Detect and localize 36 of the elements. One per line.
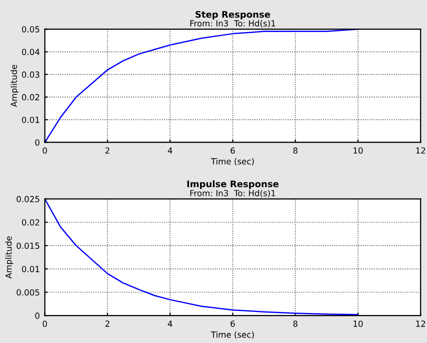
x-tick-label: 2 [105, 147, 110, 154]
y-tick-label: 0.015 [16, 242, 40, 249]
y-tick-label: 0.02 [22, 219, 40, 226]
x-tick-label: 0 [42, 147, 47, 154]
x-tick-label: 2 [105, 320, 110, 327]
y-axis-title: Amplitude [10, 64, 19, 108]
y-tick-label: 0.02 [22, 94, 40, 100]
x-axis-title: Time (sec) [210, 331, 254, 339]
y-tick-label: 0.005 [16, 289, 40, 296]
x-tick-label: 10 [354, 320, 363, 327]
y-tick-label: 0 [35, 312, 40, 319]
x-tick-label: 6 [230, 147, 235, 154]
y-tick-label: 0.01 [22, 266, 40, 272]
x-axis-title: Time (sec) [210, 158, 254, 166]
y-tick-label: 0.05 [22, 26, 40, 32]
chart-subtitle: From: In3 To: Hd(s)1 [190, 20, 276, 28]
x-tick-label: 10 [354, 147, 363, 154]
x-tick-label: 8 [293, 320, 298, 327]
chart-title: Impulse Response [187, 180, 278, 190]
chart-subtitle: From: In3 To: Hd(s)1 [190, 190, 276, 198]
y-tick-label: 0.03 [22, 71, 40, 78]
y-tick-label: 0.025 [16, 196, 40, 202]
x-tick-label: 12 [416, 320, 426, 327]
chart-title: Step Response [196, 10, 270, 20]
y-tick-label: 0.01 [22, 116, 40, 123]
x-tick-label: 0 [42, 320, 47, 327]
x-tick-label: 12 [416, 147, 426, 154]
y-axis-title: Amplitude [5, 236, 14, 279]
line-series [44, 29, 359, 142]
x-tick-label: 8 [293, 147, 298, 154]
line-series [44, 198, 359, 316]
y-tick-label: 0.04 [22, 48, 40, 56]
x-tick-label: 4 [168, 320, 172, 327]
y-tick-label: 0 [35, 139, 40, 146]
x-tick-label: 4 [168, 147, 172, 154]
x-tick-label: 6 [230, 320, 235, 327]
